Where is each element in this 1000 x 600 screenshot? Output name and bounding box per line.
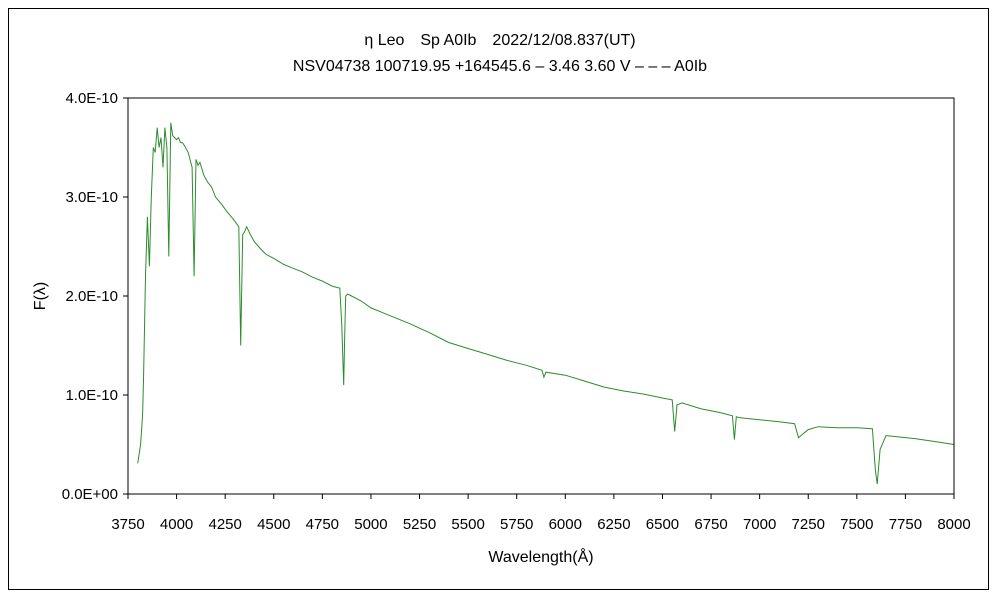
x-tick-label: 7500 xyxy=(840,516,873,533)
x-axis-label: Wavelength(Å) xyxy=(488,547,593,566)
x-tick-label: 8000 xyxy=(937,516,970,533)
y-tick-label: 3.0E-10 xyxy=(65,189,118,206)
x-tick-label: 5750 xyxy=(500,516,533,533)
x-tick-label: 4250 xyxy=(208,516,241,533)
y-tick-label: 2.0E-10 xyxy=(65,288,118,305)
plot-area xyxy=(127,97,955,495)
tick-group: 3750 4000 4250 4500 4750 5000 5250 5500 5750 6000… xyxy=(62,90,971,533)
x-tick-label: 4000 xyxy=(160,516,193,533)
chart-subtitle: NSV04738 100719.95 +164545.6 – 3.46 3.60… xyxy=(292,58,708,75)
chart-frame xyxy=(8,8,989,590)
x-tick-label: 6000 xyxy=(549,516,582,533)
x-tick-label: 4750 xyxy=(306,516,339,533)
x-tick-label: 3750 xyxy=(111,516,144,533)
spectrum-line xyxy=(137,122,955,485)
x-tick-label: 7000 xyxy=(743,516,776,533)
y-axis-label: F(λ) xyxy=(32,282,49,310)
y-tick-label: 1.0E-10 xyxy=(65,387,118,404)
x-tick-label: 7750 xyxy=(889,516,922,533)
x-tick-label: 6250 xyxy=(597,516,630,533)
chart-title: η Leo Sp A0Ib 2022/12/08.837(UT) xyxy=(364,32,636,49)
y-tick-label: 0.0E+00 xyxy=(62,486,118,503)
x-tick-label: 6750 xyxy=(694,516,727,533)
x-tick-label: 5000 xyxy=(354,516,387,533)
x-tick-label: 7250 xyxy=(792,516,825,533)
x-tick-label: 5250 xyxy=(403,516,436,533)
x-tick-label: 4500 xyxy=(257,516,290,533)
y-tick-label: 4.0E-10 xyxy=(65,90,118,107)
x-tick-label: 5500 xyxy=(451,516,484,533)
x-tick-label: 6500 xyxy=(646,516,679,533)
